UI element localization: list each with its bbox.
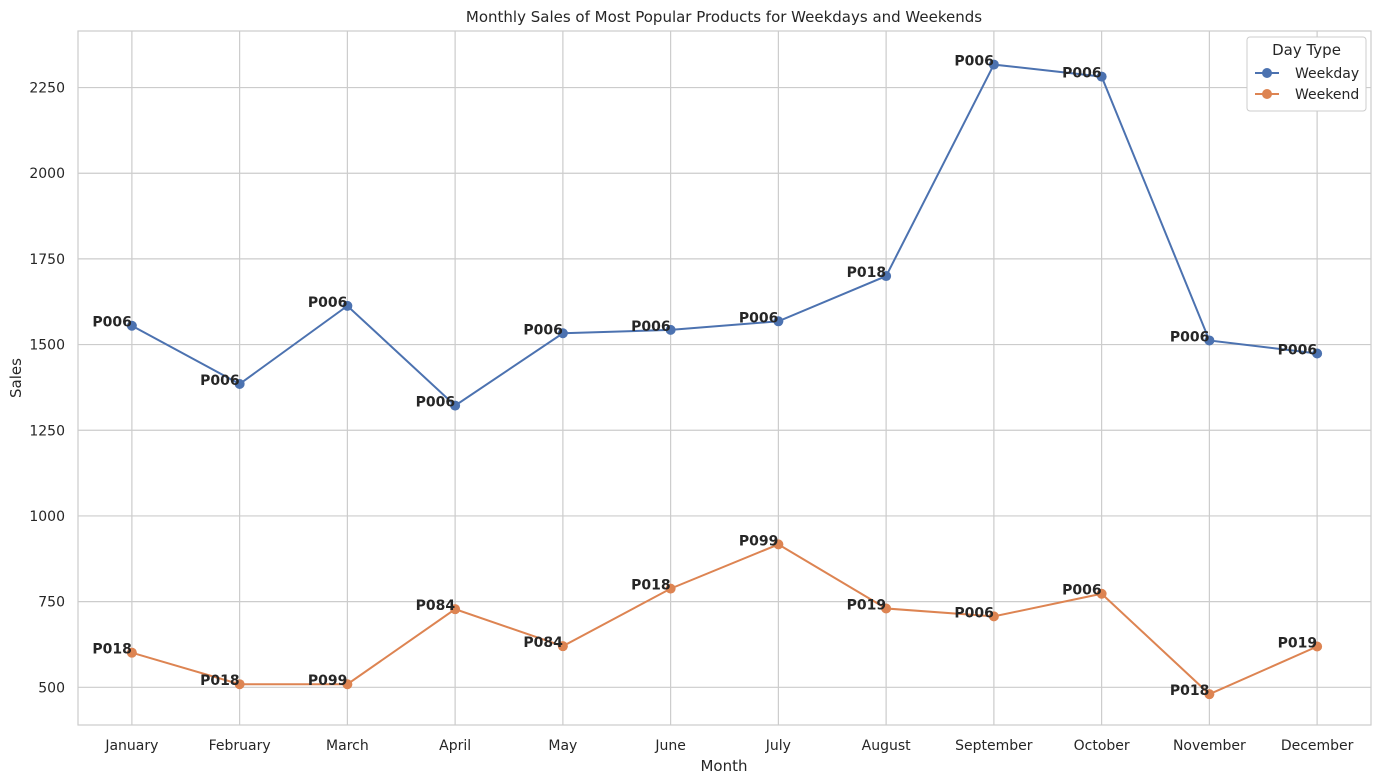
x-axis-title: Month	[700, 757, 747, 775]
point-label: P006	[954, 54, 993, 70]
point-label: P018	[631, 578, 670, 594]
series-weekend	[126, 539, 1323, 700]
y-tick-label: 2250	[29, 81, 65, 97]
data-point	[450, 400, 461, 411]
tick-labels: January February March April May June July Augu…	[29, 81, 1353, 754]
y-axis-title: Sales	[7, 358, 25, 398]
series-line	[131, 63, 1318, 407]
point-label: P006	[523, 322, 562, 338]
data-point	[1096, 588, 1107, 599]
point-label: P006	[92, 315, 131, 331]
data-point	[1312, 641, 1323, 652]
point-label: P018	[200, 673, 239, 689]
x-tick-label: December	[1281, 738, 1354, 754]
x-tick-label: April	[439, 738, 471, 754]
chart-title: Monthly Sales of Most Popular Products f…	[466, 8, 982, 26]
point-label: P018	[92, 642, 131, 658]
data-point	[1204, 689, 1215, 700]
point-label: P006	[739, 310, 778, 326]
plot-frame	[77, 30, 1372, 726]
legend-swatch-marker	[1262, 89, 1272, 99]
legend-box	[1246, 36, 1367, 112]
legend-item-weekday: Weekday	[1255, 66, 1359, 82]
legend-label: Weekend	[1295, 87, 1359, 103]
x-tick-label: June	[654, 738, 686, 754]
data-point	[988, 611, 999, 622]
data-point	[234, 679, 245, 690]
point-label: P019	[847, 597, 886, 613]
point-label: P006	[631, 319, 670, 335]
y-tick-label: 1000	[29, 509, 65, 525]
legend-title: Day Type	[1272, 41, 1341, 59]
point-label: P006	[1062, 583, 1101, 599]
point-label: P018	[847, 265, 886, 281]
grid	[78, 31, 1371, 725]
point-label: P006	[308, 295, 347, 311]
point-label: P099	[308, 673, 347, 689]
point-label: P006	[200, 373, 239, 389]
legend-label: Weekday	[1295, 66, 1359, 82]
point-label: P006	[1278, 342, 1317, 358]
point-label: P006	[1062, 66, 1101, 82]
data-point	[773, 316, 784, 327]
data-point	[234, 378, 245, 389]
data-point	[881, 603, 892, 614]
point-label: P018	[1170, 683, 1209, 699]
x-tick-label: January	[104, 738, 158, 754]
y-tick-label: 1250	[29, 423, 65, 439]
legend-item-weekend: Weekend	[1255, 87, 1359, 103]
x-tick-label: September	[955, 738, 1033, 754]
data-point	[126, 320, 137, 331]
y-tick-label: 500	[38, 680, 65, 696]
data-point	[665, 583, 676, 594]
data-point	[342, 300, 353, 311]
data-point	[1312, 348, 1323, 359]
x-tick-label: July	[765, 738, 791, 754]
point-label: P006	[416, 395, 455, 411]
legend: Day Type Weekday Weekend	[1246, 36, 1367, 112]
y-tick-label: 1500	[29, 338, 65, 354]
y-tick-label: 1750	[29, 252, 65, 268]
x-tick-label: October	[1074, 738, 1130, 754]
x-tick-label: May	[548, 738, 577, 754]
data-point	[557, 641, 568, 652]
series-weekday	[126, 59, 1323, 411]
point-label: P006	[1170, 329, 1209, 345]
series	[126, 59, 1323, 700]
point-label: P084	[416, 598, 456, 614]
point-label: P006	[954, 605, 993, 621]
data-point	[126, 647, 137, 658]
y-tick-label: 2000	[29, 166, 65, 182]
x-tick-label: August	[862, 738, 912, 754]
legend-swatch-marker	[1262, 68, 1272, 78]
data-point	[988, 59, 999, 70]
point-label: P099	[739, 533, 778, 549]
series-line	[131, 543, 1318, 696]
data-point	[665, 324, 676, 335]
point-label: P084	[523, 635, 563, 651]
x-tick-label: February	[209, 738, 271, 754]
y-tick-label: 750	[38, 595, 65, 611]
data-point	[1204, 335, 1215, 346]
data-point	[773, 539, 784, 550]
data-point	[557, 328, 568, 339]
data-point	[881, 271, 892, 282]
point-label: P019	[1278, 636, 1317, 652]
data-point	[342, 679, 353, 690]
point-labels: P006 P006 P006 P006 P006 P006 P006 P018 P006 P006…	[92, 54, 1317, 700]
x-tick-label: March	[326, 738, 369, 754]
data-point	[450, 604, 461, 615]
x-tick-label: November	[1173, 738, 1246, 754]
data-point	[1096, 71, 1107, 82]
